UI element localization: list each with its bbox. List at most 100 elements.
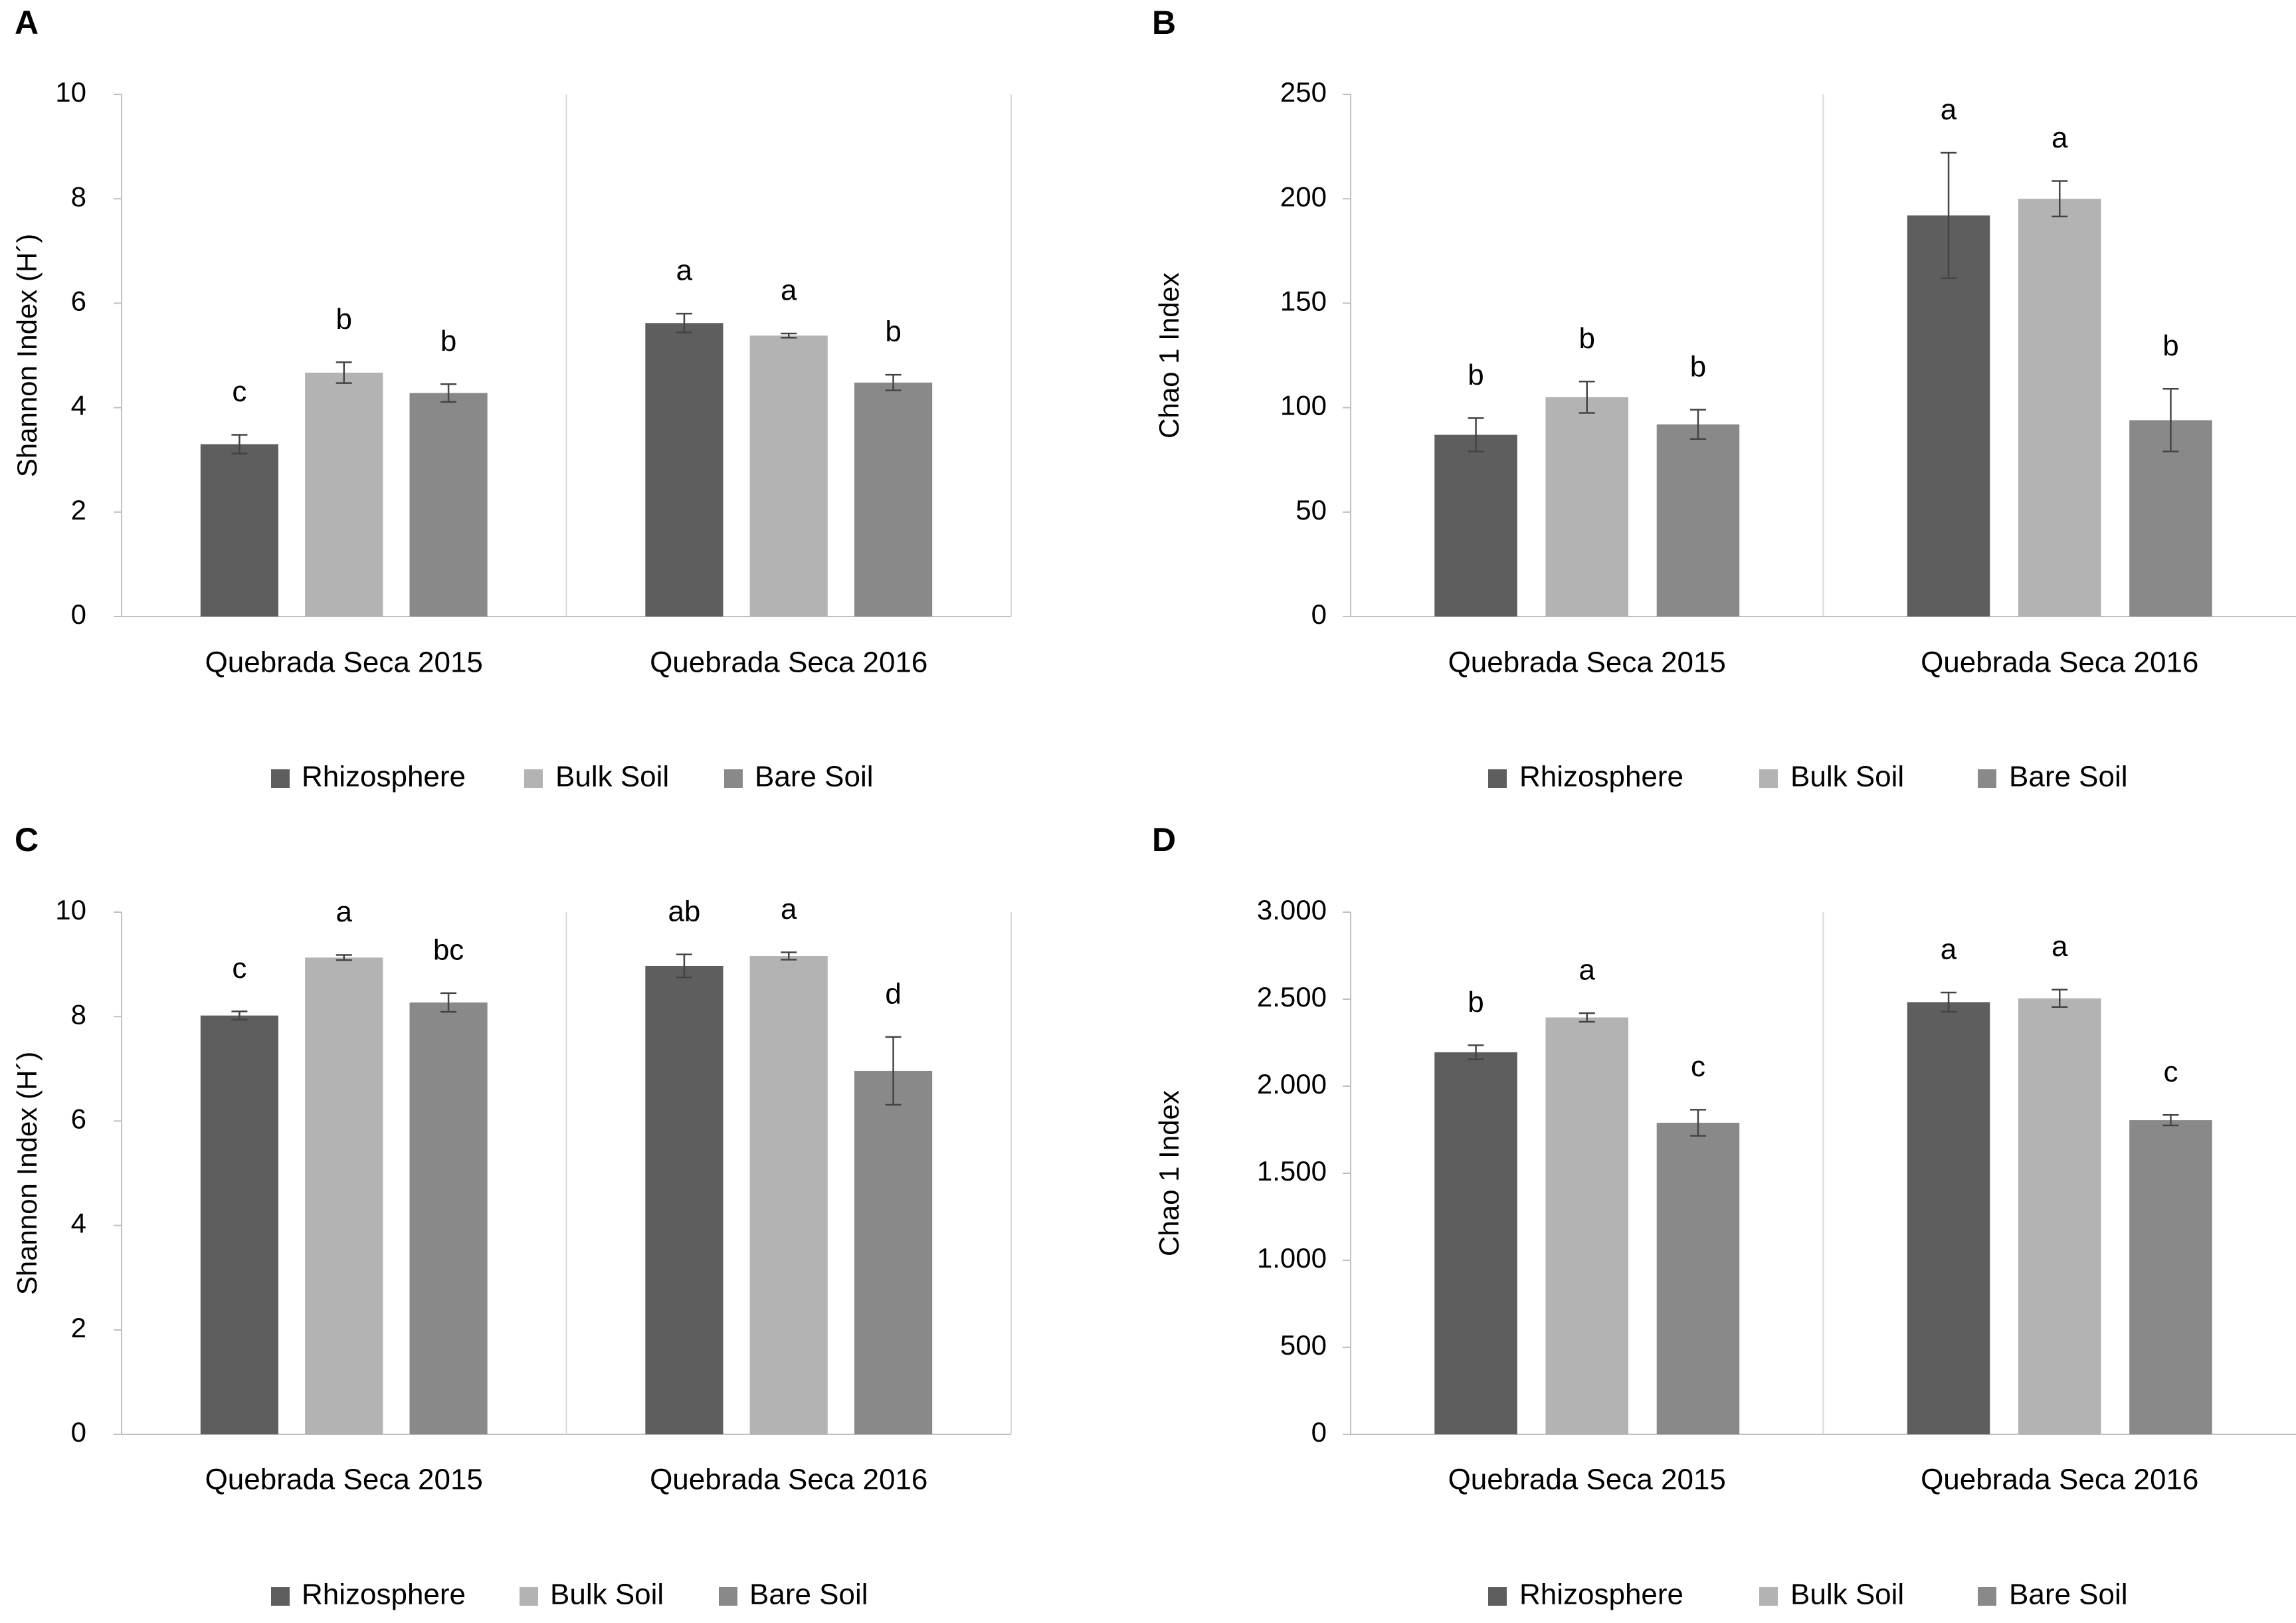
bar-rhizosphere — [1907, 1002, 1990, 1434]
x-category-label: Quebrada Seca 2015 — [1448, 1464, 1726, 1496]
legend-label: Bulk Soil — [1790, 1578, 1904, 1611]
legend-swatch — [524, 769, 543, 788]
legend-label: Bare Soil — [2009, 1578, 2128, 1611]
bar-bare-soil — [409, 393, 488, 617]
significance-letter: ab — [668, 895, 700, 927]
significance-letter: d — [885, 977, 901, 1010]
x-category-label: Quebrada Seca 2016 — [650, 1464, 927, 1496]
significance-letter: a — [2052, 122, 2068, 154]
y-tick-label: 6 — [71, 1103, 86, 1134]
significance-letter: b — [1468, 359, 1483, 391]
legend-label: Bulk Soil — [550, 1578, 664, 1611]
y-tick-label: 1.500 — [1257, 1155, 1327, 1187]
bar-bulk-soil — [2018, 998, 2101, 1434]
legend-label: Bare Soil — [2009, 761, 2128, 793]
bar-bulk-soil — [305, 372, 383, 617]
bar-bulk-soil — [749, 335, 828, 617]
significance-letter: c — [2163, 1056, 2178, 1088]
legend-swatch — [1759, 769, 1778, 788]
y-axis-title: Shannon Index (H´) — [11, 234, 43, 478]
legend-label: Rhizosphere — [302, 761, 466, 793]
legend-label: Bare Soil — [755, 761, 874, 793]
significance-letter: a — [1941, 933, 1957, 966]
legend-label: Bulk Soil — [555, 761, 669, 793]
y-tick-label: 10 — [55, 76, 86, 108]
y-tick-label: 2 — [71, 494, 86, 525]
legend-swatch — [271, 1587, 290, 1606]
y-axis-title: Chao 1 Index — [1153, 1090, 1185, 1256]
significance-letter: b — [885, 316, 901, 348]
y-tick-label: 0 — [1311, 1416, 1327, 1448]
legend-swatch — [1488, 769, 1507, 788]
y-tick-label: 8 — [71, 999, 86, 1030]
legend-swatch — [719, 1587, 737, 1606]
significance-letter: b — [336, 303, 352, 335]
bar-bare-soil — [2129, 420, 2212, 617]
legend-label: Bulk Soil — [1790, 761, 1904, 793]
legend-swatch — [1759, 1587, 1778, 1606]
panel-a: A 0 2 4 6 8 10 Shannon Index (H´) Quebrada Seca … — [11, 4, 1012, 793]
bar-bare-soil — [854, 382, 933, 617]
bar-rhizosphere — [1907, 215, 1990, 617]
y-tick-label: 4 — [71, 1208, 86, 1239]
y-tick-label: 6 — [71, 285, 86, 316]
y-tick-label: 8 — [71, 181, 86, 212]
bar-bulk-soil — [749, 956, 828, 1434]
significance-letter: bc — [433, 933, 464, 966]
y-tick-label: 3.000 — [1257, 894, 1327, 925]
y-tick-label: 200 — [1280, 181, 1327, 212]
x-category-label: Quebrada Seca 2015 — [1448, 646, 1726, 679]
x-category-label: Quebrada Seca 2015 — [205, 646, 483, 679]
bar-rhizosphere — [1434, 1052, 1517, 1434]
panel-label: C — [15, 821, 39, 858]
y-tick-label: 4 — [71, 390, 86, 421]
significance-letter: b — [2162, 330, 2178, 362]
significance-letter: a — [676, 254, 693, 287]
y-tick-label: 0 — [71, 1416, 86, 1448]
bar-rhizosphere — [645, 323, 723, 617]
significance-letter: a — [1941, 94, 1957, 126]
legend-swatch — [1978, 1587, 1996, 1606]
significance-letter: c — [232, 952, 246, 985]
x-category-label: Quebrada Seca 2016 — [1921, 646, 2198, 679]
y-tick-label: 2 — [71, 1312, 86, 1343]
y-tick-label: 50 — [1295, 494, 1327, 525]
significance-letter: b — [1468, 986, 1483, 1018]
significance-letter: a — [1579, 954, 1596, 987]
panel-b: B 0 50 100 150 200 250 Chao 1 Index Quebrada Sec… — [1152, 4, 2296, 793]
legend-swatch — [724, 769, 743, 788]
x-category-label: Quebrada Seca 2016 — [1921, 1464, 2198, 1496]
y-tick-label: 0 — [1311, 599, 1327, 630]
significance-letter: b — [1690, 350, 1706, 383]
bar-bulk-soil — [1545, 1017, 1629, 1434]
bar-rhizosphere — [645, 965, 723, 1434]
y-tick-label: 2.500 — [1257, 981, 1327, 1012]
y-tick-label: 0 — [71, 599, 86, 630]
y-axis-title: Shannon Index (H´) — [11, 1052, 43, 1295]
panel-label: B — [1152, 4, 1176, 41]
bar-bulk-soil — [2018, 199, 2101, 617]
panel-c: C 0 2 4 6 8 10 Shannon Index (H´) Quebrada Seca … — [11, 821, 1012, 1611]
y-tick-label: 100 — [1280, 390, 1327, 421]
bar-rhizosphere — [1434, 434, 1517, 617]
legend-swatch — [520, 1587, 538, 1606]
panel-label: D — [1152, 821, 1176, 858]
panel-label: A — [15, 4, 39, 41]
legend-label: Rhizosphere — [1519, 761, 1683, 793]
bar-rhizosphere — [200, 444, 278, 617]
legend-label: Rhizosphere — [1519, 1578, 1683, 1611]
panel-d: D 0 500 1.000 1.500 2.000 2.500 3.000 Chao 1 Ind… — [1152, 821, 2296, 1611]
x-category-label: Quebrada Seca 2016 — [650, 646, 927, 679]
y-tick-label: 250 — [1280, 76, 1327, 108]
bar-bare-soil — [1656, 1123, 1740, 1434]
bar-bare-soil — [1656, 424, 1740, 617]
significance-letter: c — [232, 375, 246, 408]
bar-bare-soil — [409, 1002, 488, 1434]
legend-swatch — [1488, 1587, 1507, 1606]
significance-letter: c — [1691, 1050, 1705, 1083]
bar-bare-soil — [2129, 1120, 2212, 1434]
y-tick-label: 10 — [55, 894, 86, 925]
legend-swatch — [1978, 769, 1996, 788]
bar-rhizosphere — [200, 1015, 278, 1434]
